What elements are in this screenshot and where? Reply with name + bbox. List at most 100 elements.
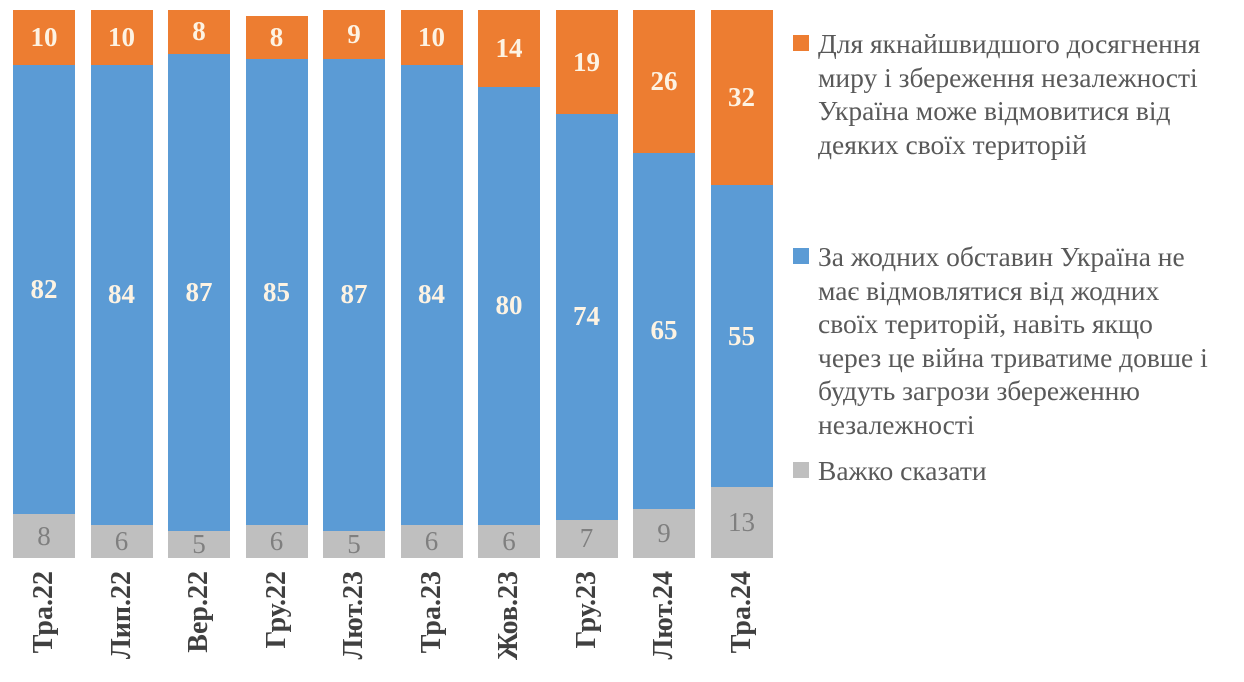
bar-value-label: 8 xyxy=(37,520,51,551)
bar-value-label: 87 xyxy=(340,279,368,310)
bar-value-label: 6 xyxy=(269,526,284,557)
bar-value-label: 5 xyxy=(192,528,206,559)
legend-item: За жодних обставин Україна не має відмов… xyxy=(793,240,1244,441)
x-axis-cell: Тра.23 xyxy=(401,571,463,682)
bar-segment: 6 xyxy=(400,525,463,558)
bar-value-label: 55 xyxy=(728,320,755,351)
bar-value-label: 80 xyxy=(495,290,523,321)
legend-item-label: За жодних обставин Україна не має відмов… xyxy=(818,241,1208,440)
bar-segment: 10 xyxy=(13,10,75,65)
x-axis-cell: Тра.24 xyxy=(711,571,773,682)
bar-value-label: 74 xyxy=(573,301,600,332)
bar-segment: 84 xyxy=(400,64,463,526)
bar-value-label: 26 xyxy=(650,65,678,96)
bar-column: 32 55 13 xyxy=(710,10,773,558)
bar-value-label: 87 xyxy=(185,276,213,307)
bar-segment: 74 xyxy=(555,114,618,520)
x-axis-cell: Вер.22 xyxy=(168,571,230,682)
bar-segment: 9 xyxy=(323,10,385,59)
bar-segment: 26 xyxy=(633,10,695,153)
bar-segment: 19 xyxy=(555,10,618,115)
bar-value-label: 13 xyxy=(728,506,755,537)
bar-value-label: 8 xyxy=(269,21,284,52)
bar-value-label: 84 xyxy=(418,279,445,310)
bar-column: 19 74 7 xyxy=(555,10,618,558)
bar-column: 10 82 8 xyxy=(13,10,75,558)
legend-item: Для якнайшвидшого досягнення миру і збер… xyxy=(793,27,1244,161)
bar-value-label: 85 xyxy=(263,276,290,307)
bar-segment: 9 xyxy=(633,508,695,558)
bar-column: 8 87 5 xyxy=(168,10,230,558)
legend-item-label: Важко сказати xyxy=(818,455,987,486)
bar-segment: 13 xyxy=(710,486,773,558)
legend-item-label: Для якнайшвидшого досягнення миру і збер… xyxy=(818,28,1201,160)
x-axis-label: Тра.23 xyxy=(415,571,447,654)
bar-segment: 7 xyxy=(555,519,618,558)
bar-segment: 80 xyxy=(478,86,540,526)
bar-segment: 82 xyxy=(13,64,75,515)
legend-swatch-orange xyxy=(793,35,809,51)
x-axis-label: Гру.23 xyxy=(570,571,602,649)
bar-value-label: 19 xyxy=(573,46,600,77)
bar-segment: 5 xyxy=(323,528,385,559)
bar-segment: 10 xyxy=(400,10,463,65)
bar-segment: 85 xyxy=(245,59,308,526)
bar-segment: 87 xyxy=(168,53,230,531)
bar-column: 10 84 6 xyxy=(400,10,463,558)
x-axis-label: Вер.22 xyxy=(183,571,214,653)
legend-swatch-gray xyxy=(793,462,809,478)
x-axis-cell: Лют.23 xyxy=(323,571,385,682)
bar-segment: 6 xyxy=(478,525,540,558)
bar-value-label: 8 xyxy=(192,16,206,47)
bar-column: 14 80 6 xyxy=(478,10,540,558)
bar-segment: 6 xyxy=(90,525,153,558)
bar-segment: 6 xyxy=(245,525,308,558)
bar-value-label: 9 xyxy=(347,18,361,49)
bar-segment: 65 xyxy=(633,152,695,509)
bar-segment: 8 xyxy=(245,15,308,60)
bar-segment: 87 xyxy=(323,58,385,531)
bar-value-label: 32 xyxy=(728,82,755,113)
x-axis-cell: Жов.23 xyxy=(478,571,540,682)
bar-value-label: 5 xyxy=(347,528,361,559)
bar-column: 10 84 6 xyxy=(90,10,153,558)
x-axis-label: Лют.24 xyxy=(648,571,679,660)
bar-value-label: 65 xyxy=(650,315,678,346)
x-axis-cell: Тра.22 xyxy=(13,571,75,682)
bar-value-label: 82 xyxy=(30,273,58,304)
legend-item: Важко сказати xyxy=(793,454,1244,488)
bar-segment: 5 xyxy=(168,528,230,559)
bar-column: 9 87 5 xyxy=(323,10,385,558)
bar-value-label: 9 xyxy=(657,517,671,548)
bar-value-label: 6 xyxy=(502,526,516,557)
bar-value-label: 14 xyxy=(495,32,523,63)
x-axis-label: Лют.23 xyxy=(338,571,369,660)
bar-value-label: 10 xyxy=(108,21,135,52)
bar-segment: 8 xyxy=(13,514,75,558)
x-axis-label: Лип.22 xyxy=(105,571,137,660)
bar-segment: 55 xyxy=(710,185,773,487)
x-axis-label: Жов.23 xyxy=(493,571,524,661)
bar-segment: 14 xyxy=(478,10,540,87)
bar-value-label: 6 xyxy=(114,526,129,557)
bar-value-label: 7 xyxy=(579,523,594,554)
bar-segment: 10 xyxy=(90,10,153,65)
bar-value-label: 10 xyxy=(418,21,445,52)
x-axis-label: Тра.24 xyxy=(725,571,757,654)
x-axis-cell: Лют.24 xyxy=(633,571,695,682)
bar-value-label: 10 xyxy=(30,21,58,52)
stacked-bar-plot: 10 82 8 10 84 6 8 87 5 8 85 6 9 87 5 10 84 6 14 80 6 19 74 7 26 6… xyxy=(13,10,773,558)
bar-segment: 8 xyxy=(168,10,230,54)
x-axis-label: Тра.22 xyxy=(28,571,59,654)
bar-value-label: 6 xyxy=(424,526,439,557)
x-axis-cell: Лип.22 xyxy=(91,571,153,682)
legend: Для якнайшвидшого досягнення миру і збер… xyxy=(793,0,1244,488)
bar-column: 26 65 9 xyxy=(633,10,695,558)
x-axis-cell: Гру.22 xyxy=(246,571,308,682)
bar-column: 8 85 6 xyxy=(245,10,308,558)
legend-swatch-blue xyxy=(793,248,809,264)
bar-segment: 32 xyxy=(710,10,773,186)
x-axis-label: Гру.22 xyxy=(260,571,292,649)
x-axis-cell: Гру.23 xyxy=(556,571,618,682)
